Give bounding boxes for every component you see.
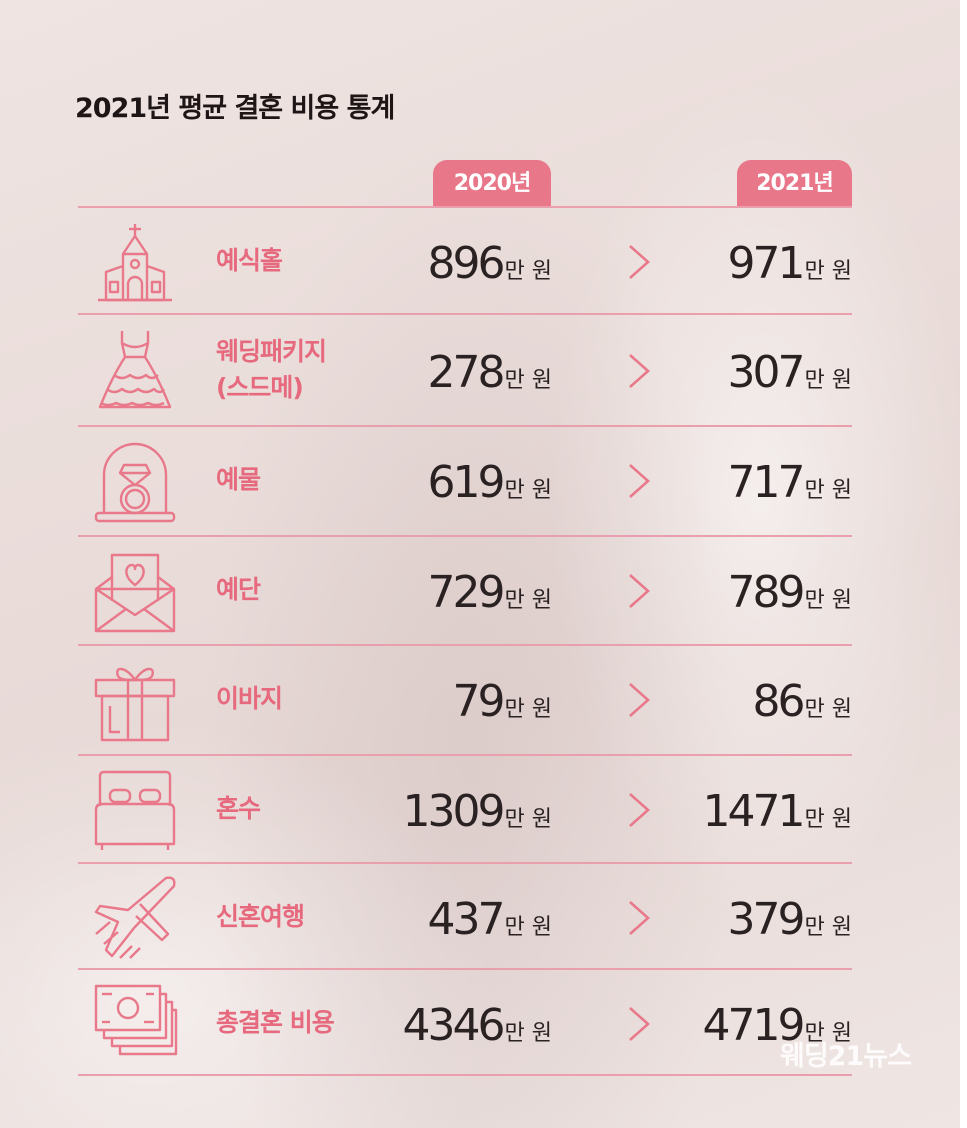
airplane-icon bbox=[92, 874, 178, 960]
value-2020: 619만 원 bbox=[427, 457, 552, 508]
value-2021: 307만 원 bbox=[727, 347, 852, 398]
row-label-sub: (스드메) bbox=[216, 373, 304, 402]
chevron-right-icon bbox=[624, 242, 654, 282]
value-2020: 79만 원 bbox=[452, 676, 552, 727]
page-edge bbox=[960, 0, 967, 1128]
chevron-right-icon bbox=[624, 571, 654, 611]
value-2020: 437만 원 bbox=[427, 894, 552, 945]
bed-icon bbox=[92, 766, 178, 852]
value-2020: 729만 원 bbox=[427, 567, 552, 618]
table-row-venue: 예식홀 896만 원 971만 원 bbox=[78, 208, 852, 313]
value-2020: 4346만 원 bbox=[402, 1000, 552, 1051]
row-label: 웨딩패키지 bbox=[216, 337, 327, 366]
row-label: 총결혼 비용 bbox=[216, 1008, 335, 1037]
value-2021: 971만 원 bbox=[727, 238, 852, 289]
value-2021: 717만 원 bbox=[727, 457, 852, 508]
wedding-dress-icon bbox=[92, 327, 178, 413]
row-label: 혼수 bbox=[216, 794, 261, 823]
value-2020: 278만 원 bbox=[427, 347, 552, 398]
gift-icon bbox=[92, 658, 178, 744]
divider bbox=[78, 206, 852, 208]
table-row-gifts: 예단 729만 원 789만 원 bbox=[78, 537, 852, 644]
divider bbox=[78, 313, 852, 315]
table-row-household: 혼수 1309만 원 1471만 원 bbox=[78, 756, 852, 862]
chevron-right-icon bbox=[624, 461, 654, 501]
page-title: 2021년 평균 결혼 비용 통계 bbox=[75, 93, 395, 124]
chevron-right-icon bbox=[624, 790, 654, 830]
table-row-total: 총결혼 비용 4346만 원 4719만 원 bbox=[78, 970, 852, 1074]
table-row-jewelry: 예물 619만 원 717만 원 bbox=[78, 427, 852, 535]
chevron-right-icon bbox=[624, 680, 654, 720]
value-2021: 379만 원 bbox=[727, 894, 852, 945]
divider bbox=[78, 968, 852, 970]
divider bbox=[78, 1074, 852, 1076]
row-label: 예단 bbox=[216, 575, 261, 604]
value-2020: 896만 원 bbox=[427, 238, 552, 289]
value-2021: 86만 원 bbox=[752, 676, 852, 727]
divider bbox=[78, 535, 852, 537]
value-2021: 789만 원 bbox=[727, 567, 852, 618]
row-label: 예식홀 bbox=[216, 246, 283, 275]
row-label: 신혼여행 bbox=[216, 902, 305, 931]
row-label: 예물 bbox=[216, 465, 261, 494]
divider bbox=[78, 644, 852, 646]
table-row-ibaji: 이바지 79만 원 86만 원 bbox=[78, 646, 852, 754]
table-row-honeymoon: 신혼여행 437만 원 379만 원 bbox=[78, 864, 852, 968]
value-2021: 1471만 원 bbox=[702, 786, 852, 837]
divider bbox=[78, 862, 852, 864]
church-icon bbox=[92, 220, 178, 306]
chevron-right-icon bbox=[624, 351, 654, 391]
year-tag-2021: 2021년 bbox=[737, 160, 852, 206]
divider bbox=[78, 754, 852, 756]
ring-icon bbox=[92, 439, 178, 525]
chevron-right-icon bbox=[624, 898, 654, 938]
table-row-wedding-package: 웨딩패키지 (스드메) 278만 원 307만 원 bbox=[78, 315, 852, 425]
row-label: 이바지 bbox=[216, 684, 283, 713]
envelope-heart-icon bbox=[92, 549, 178, 635]
value-2020: 1309만 원 bbox=[402, 786, 552, 837]
value-2021: 4719만 원 bbox=[702, 1000, 852, 1051]
watermark: 웨딩21뉴스 bbox=[780, 1041, 912, 1072]
divider bbox=[78, 425, 852, 427]
chevron-right-icon bbox=[624, 1004, 654, 1044]
cash-stack-icon bbox=[92, 980, 178, 1066]
year-tag-2020: 2020년 bbox=[433, 160, 551, 206]
